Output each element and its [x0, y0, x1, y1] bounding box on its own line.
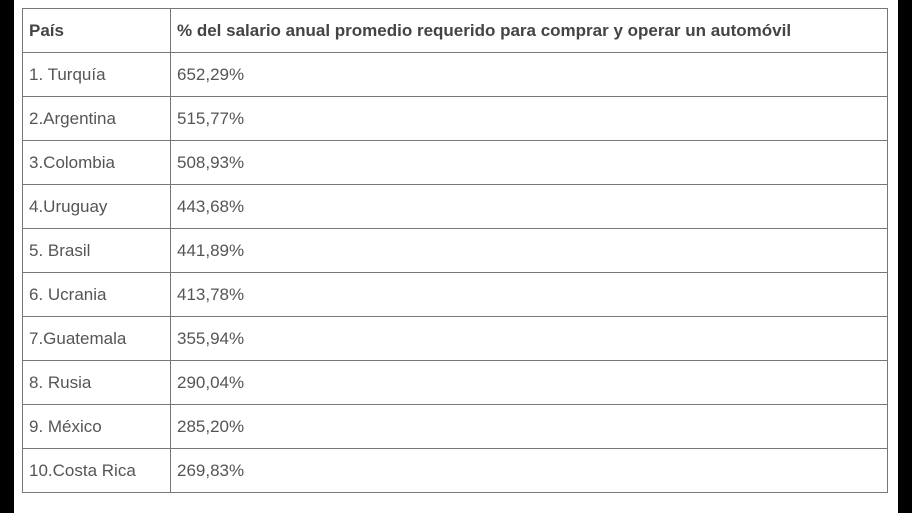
country-cell: 10.Costa Rica [22, 448, 171, 493]
country-cell: 4.Uruguay [22, 184, 171, 229]
table-row: 1. Turquía 652,29% [22, 52, 888, 97]
table-row: 9. México 285,20% [22, 404, 888, 449]
percent-cell: 508,93% [170, 140, 888, 185]
country-cell: 6. Ucrania [22, 272, 171, 317]
country-cell: 2.Argentina [22, 96, 171, 141]
country-cell: 5. Brasil [22, 228, 171, 273]
percent-cell: 413,78% [170, 272, 888, 317]
percent-cell: 355,94% [170, 316, 888, 361]
table-row: 4.Uruguay 443,68% [22, 184, 888, 229]
percent-cell: 269,83% [170, 448, 888, 493]
percent-cell: 290,04% [170, 360, 888, 405]
table-row: 3.Colombia 508,93% [22, 140, 888, 185]
percent-cell: 652,29% [170, 52, 888, 97]
table-header-row: País % del salario anual promedio requer… [22, 8, 888, 53]
country-cell: 7.Guatemala [22, 316, 171, 361]
header-country: País [22, 8, 171, 53]
table-row: 8. Rusia 290,04% [22, 360, 888, 405]
country-cell: 3.Colombia [22, 140, 171, 185]
country-cell: 8. Rusia [22, 360, 171, 405]
table-row: 6. Ucrania 413,78% [22, 272, 888, 317]
percent-cell: 441,89% [170, 228, 888, 273]
page-frame: País % del salario anual promedio requer… [14, 0, 898, 513]
table-row: 5. Brasil 441,89% [22, 228, 888, 273]
table-body: 1. Turquía 652,29% 2.Argentina 515,77% 3… [22, 52, 888, 493]
ranking-table: País % del salario anual promedio requer… [22, 8, 888, 493]
table-row: 2.Argentina 515,77% [22, 96, 888, 141]
table-row: 10.Costa Rica 269,83% [22, 448, 888, 493]
country-cell: 9. México [22, 404, 171, 449]
percent-cell: 443,68% [170, 184, 888, 229]
percent-cell: 285,20% [170, 404, 888, 449]
percent-cell: 515,77% [170, 96, 888, 141]
table-row: 7.Guatemala 355,94% [22, 316, 888, 361]
country-cell: 1. Turquía [22, 52, 171, 97]
header-percent: % del salario anual promedio requerido p… [170, 8, 888, 53]
